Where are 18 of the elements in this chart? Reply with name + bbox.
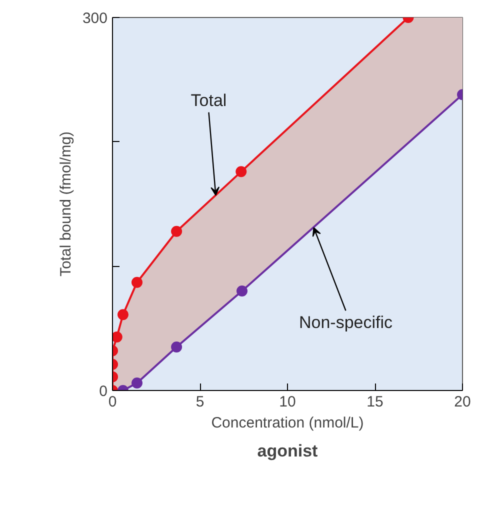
y-tick-label: 300: [82, 10, 108, 27]
point: [132, 276, 142, 288]
point: [236, 286, 248, 297]
x-tick-label: 20: [454, 394, 471, 410]
point: [118, 309, 128, 320]
annotation: Total: [190, 90, 227, 110]
point: [171, 341, 182, 352]
x-tick-label: 10: [279, 394, 296, 410]
y-axis-title: Total bound (fmol/mg): [57, 131, 74, 277]
point: [171, 226, 182, 237]
annotation: Non-specific: [298, 313, 394, 332]
point: [112, 332, 122, 343]
point: [132, 378, 142, 389]
text: agonist: [257, 442, 318, 460]
x-tick-label: 15: [366, 394, 384, 410]
point: [236, 166, 247, 178]
x-axis-title: Concentration (nmol/L): [211, 414, 364, 432]
x-tick-label: 5: [196, 394, 204, 410]
